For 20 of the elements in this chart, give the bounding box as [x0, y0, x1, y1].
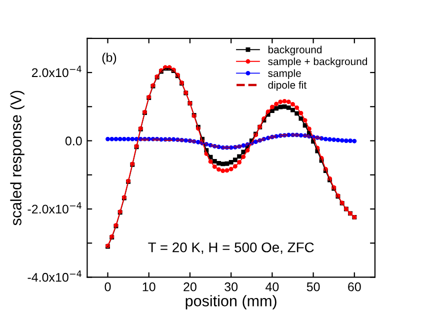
x-axis-title: position (mm)	[186, 295, 276, 310]
x-tick-label: 10	[142, 282, 156, 292]
y-axis-title: scaled response (V)	[10, 90, 24, 226]
x-tick-label: 20	[184, 282, 196, 292]
line-series	[140, 134, 323, 149]
y-tick-label: -2.0x10$^{−4}$	[28, 202, 82, 214]
legend-label: sample	[268, 69, 301, 79]
annotation: T = 20 K, H = 500 Oe, ZFC	[148, 242, 314, 254]
x-tick-label: 30	[224, 282, 238, 292]
legend-label: dipole fit	[268, 81, 307, 91]
x-tick-label: 40	[266, 282, 279, 292]
x-tick-label: 0	[104, 282, 111, 292]
y-tick-label: -4.0x10$^{−4}$	[28, 270, 82, 282]
y-tick-label: 0.0	[65, 136, 82, 146]
legend-label: sample + background	[268, 57, 368, 68]
y-tick-label: 2.0x10$^{−4}$	[32, 66, 82, 78]
legend-label: background	[268, 46, 322, 56]
x-tick-label: 50	[306, 282, 320, 292]
annotation: (b)	[102, 52, 116, 64]
x-tick-label: 60	[348, 282, 361, 292]
